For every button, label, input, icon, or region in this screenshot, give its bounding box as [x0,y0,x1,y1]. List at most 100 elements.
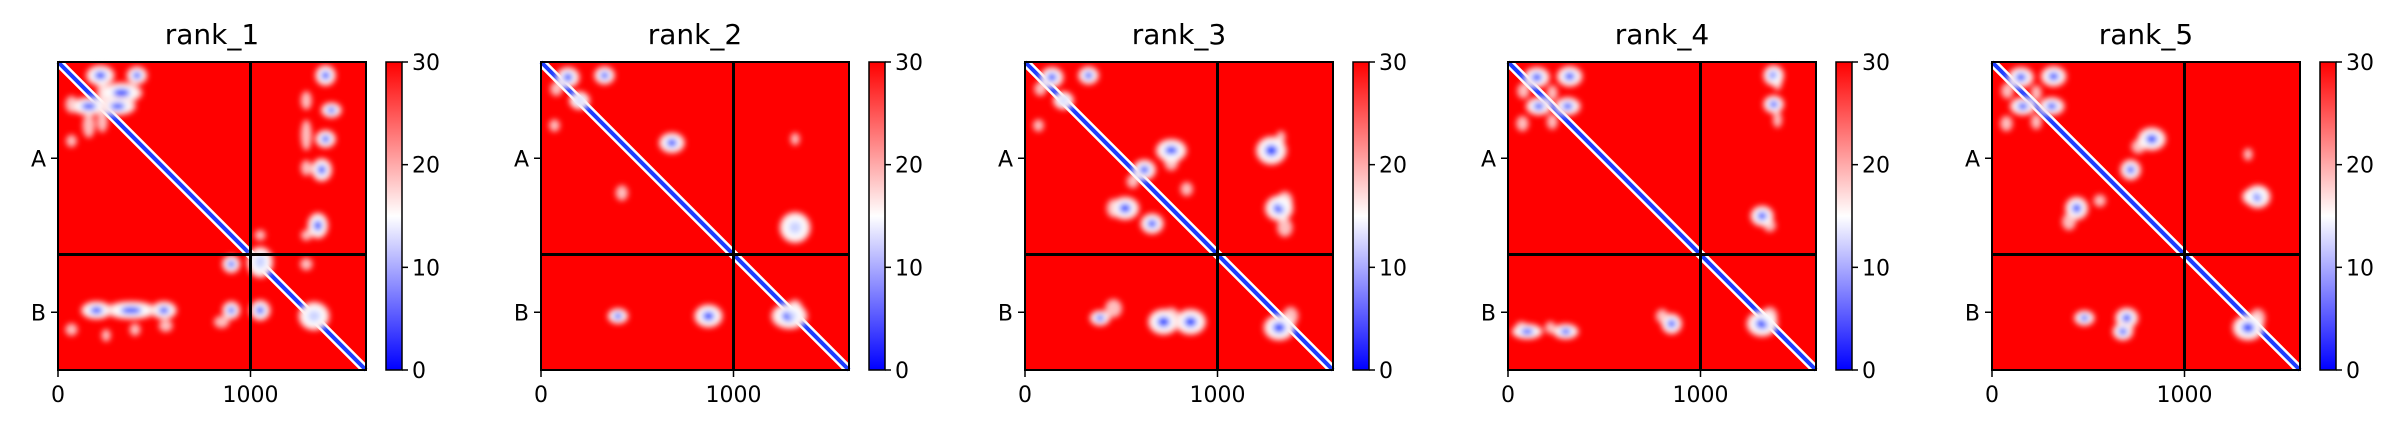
colorbar [1835,61,1853,371]
panel-3: rank_3 0 1000 A B 0 10 20 30 [998,18,1407,408]
contact-blob-core [2121,313,2132,323]
contact-blob-core [666,138,678,148]
contact-blob-core [1562,102,1573,110]
contact-blob-core [702,311,715,321]
contact-blob-mirror [300,257,313,271]
colorbar-tick-label: 30 [412,51,440,76]
chain-label: B [514,301,529,326]
colorbar-tick-label: 10 [1862,256,1890,281]
contact-blob-core [1184,316,1197,328]
contact-blob-mirror [300,160,312,176]
colorbar-tick-label: 20 [412,154,440,179]
contact-blob-core [1531,73,1543,82]
contact-blob-core [2046,102,2057,110]
contact-blob-mirror [96,82,108,104]
contact-blob-mirror [1546,85,1558,101]
contact-blob-mirror [2249,308,2266,328]
colorbar [868,61,886,371]
contact-blob-core [1119,203,1131,214]
contact-blob-core [1157,316,1170,328]
contact-blob-core [327,106,336,114]
contact-blob-core [1095,314,1105,322]
x-tick-label: 0 [1985,383,1999,408]
colorbar-tick-label: 20 [1862,154,1890,179]
chain-label: A [514,147,529,172]
colorbar [385,61,403,371]
contact-blob-mirror [1276,130,1286,144]
contact-blob-core [317,165,326,175]
contact-blobs [1033,66,1299,341]
contact-blob-mirror [248,256,268,272]
panel-title: rank_2 [648,18,742,51]
contact-blob-core [113,88,130,98]
contact-blob-mirror [101,329,111,342]
axes-frame [540,61,850,371]
contact-blob-mirror [1516,115,1529,132]
contact-blob-core [2071,203,2082,214]
contact-blob-mirror [300,91,312,110]
x-tick-label: 1000 [1190,383,1246,408]
contact-blob-core [2015,73,2027,82]
contact-blob-core [132,71,142,80]
contact-blob-core [1139,165,1150,175]
colorbar-tick-label: 10 [2346,256,2374,281]
chain-label: B [31,301,46,326]
contact-blob-mirror [2131,139,2146,154]
contact-blob-mirror [1546,113,1558,130]
x-tick-label: 0 [51,383,65,408]
x-tick-label: 1000 [1673,383,1729,408]
contact-blob-core [1147,219,1157,228]
contact-blob-core [1564,72,1575,81]
contact-blob-core [2118,327,2128,336]
contact-blob-core [2145,134,2158,144]
contact-blob-mirror [1105,299,1123,318]
contact-blob-mirror [65,323,78,336]
contact-blob-mirror [2001,83,2014,99]
contact-blob-mirror [2243,148,2253,161]
contact-blob-core [90,306,103,315]
contact-blob-mirror [1517,83,1530,99]
contact-blob-mirror [788,221,803,238]
panel-title: rank_3 [1132,18,1226,51]
x-tick-label: 0 [1501,383,1515,408]
contact-blob-core [321,71,330,80]
contact-blob-mirror [2093,194,2106,207]
colorbar-tick-label: 0 [895,359,909,384]
x-tick-label: 0 [534,383,548,408]
contact-blob-mirror [550,82,563,96]
contact-blob-mirror [1277,191,1293,210]
contact-blob-core [563,73,573,82]
contact-blob-mirror [2030,85,2042,101]
colorbar-tick-label: 30 [1862,51,1890,76]
contact-blob-core [313,220,323,231]
contact-blob-mirror [1033,119,1044,132]
colorbar [1352,61,1370,371]
colorbar-tick-label: 10 [412,256,440,281]
contact-blob-core [255,306,265,315]
contact-blob-core [600,71,609,80]
contact-blob-core [1520,328,1534,335]
colorbar-tick-label: 0 [2346,359,2360,384]
contact-blob-core [613,312,623,320]
axes-frame [1991,61,2301,371]
contact-blob-mirror [158,319,173,332]
colorbar-tick-label: 10 [895,256,923,281]
contact-blob-core [1757,211,1767,221]
panel-1: rank_1 0 1000 A B 0 10 20 30 [31,18,440,408]
colorbar-tick-label: 10 [1379,256,1407,281]
contact-blob-mirror [66,134,77,148]
chain-label: A [998,147,1013,172]
contact-blob-core [227,260,235,268]
contact-blob-core [1265,144,1278,157]
contact-blob-mirror [1282,306,1299,326]
x-tick-label: 1000 [223,383,279,408]
contact-blob-mirror [787,299,803,322]
contact-blob-mirror [2000,115,2013,132]
contact-blob-mirror [303,308,321,328]
colorbar-tick-label: 0 [1862,359,1876,384]
panel-2: rank_2 0 1000 A B 0 10 20 30 [514,18,923,408]
chain-label: B [998,301,1013,326]
contact-blob-mirror [129,323,141,336]
contact-blob-core [1272,322,1286,333]
